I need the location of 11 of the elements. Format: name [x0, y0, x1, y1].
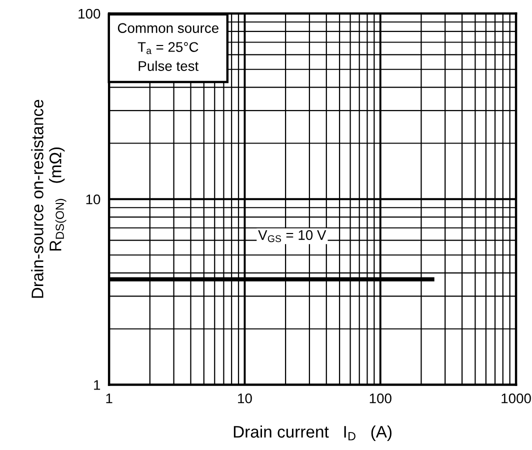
annotation: V$_{GS}$ = 10 V [258, 230, 326, 242]
text: Drain current I$_{D}$ (A) [234, 425, 392, 442]
x-tick-label: 1000 [502, 393, 531, 404]
text: Drain-source on-resistance R$_{DS(ON)}$ (mΩ) [31, 100, 66, 298]
y-tick-label: 10 [86, 194, 100, 204]
y-tick-label: 1 [94, 380, 100, 390]
x-tick-label: 100 [370, 393, 392, 404]
x-tick-label: 10 [238, 393, 252, 404]
x-tick-label: 1 [106, 394, 112, 404]
y-tick-label: 100 [78, 8, 100, 19]
annotation: Common source T$_{a}$ = 25°C Pulse test [118, 23, 218, 71]
